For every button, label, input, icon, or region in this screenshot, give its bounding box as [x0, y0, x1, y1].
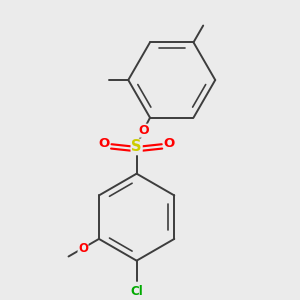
- Text: O: O: [138, 124, 148, 137]
- Text: O: O: [98, 137, 110, 150]
- Text: O: O: [78, 242, 88, 255]
- Text: Cl: Cl: [130, 285, 143, 298]
- Text: O: O: [164, 137, 175, 150]
- Text: S: S: [131, 140, 142, 154]
